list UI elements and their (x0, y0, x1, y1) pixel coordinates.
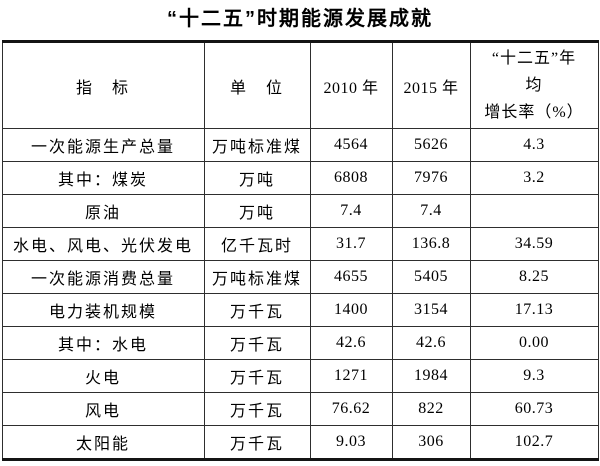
value-2010-cell: 1400 (309, 293, 393, 327)
indicator-cell: 原油 (1, 194, 205, 228)
value-2015-cell: 42.6 (391, 326, 471, 360)
growth-rate-cell: 17.13 (469, 293, 599, 327)
table-row: 其中：水电 万千瓦 42.6 42.6 0.00 (1, 326, 599, 360)
value-2010-cell: 31.7 (309, 227, 393, 261)
unit-cell: 万千瓦 (203, 425, 311, 460)
value-2010-cell: 9.03 (309, 425, 393, 460)
growth-rate-cell: 0.00 (469, 326, 599, 360)
table-row: 原油 万吨 7.4 7.4 (1, 194, 599, 228)
value-2015-cell: 5626 (391, 128, 471, 162)
indicator-cell: 水电、风电、光伏发电 (1, 227, 205, 261)
unit-cell: 万千瓦 (203, 326, 311, 360)
table-row: 一次能源消费总量 万吨标准煤 4655 5405 8.25 (1, 260, 599, 294)
indicator-cell: 其中：水电 (1, 326, 205, 360)
indicator-cell: 一次能源生产总量 (1, 128, 205, 162)
table-header: 指 标 单 位 2010 年 2015 年 “十二五”年 均 增长率（%） (1, 41, 599, 129)
indicator-cell: 火电 (1, 359, 205, 393)
growth-rate-cell: 60.73 (469, 392, 599, 426)
table-row: 水电、风电、光伏发电 亿千瓦时 31.7 136.8 34.59 (1, 227, 599, 261)
value-2010-cell: 42.6 (309, 326, 393, 360)
table-row: 一次能源生产总量 万吨标准煤 4564 5626 4.3 (1, 128, 599, 162)
unit-cell: 万千瓦 (203, 293, 311, 327)
value-2010-cell: 4655 (309, 260, 393, 294)
header-row: 指 标 单 位 2010 年 2015 年 “十二五”年 均 增长率（%） (1, 41, 599, 129)
value-2010-cell: 7.4 (309, 194, 393, 228)
growth-rate-cell: 34.59 (469, 227, 599, 261)
growth-rate-cell: 8.25 (469, 260, 599, 294)
col-header-2015: 2015 年 (391, 41, 471, 129)
unit-cell: 万吨 (203, 194, 311, 228)
growth-rate-cell: 102.7 (469, 425, 599, 460)
value-2015-cell: 5405 (391, 260, 471, 294)
table-row: 太阳能 万千瓦 9.03 306 102.7 (1, 425, 599, 460)
value-2015-cell: 306 (391, 425, 471, 460)
unit-cell: 万吨 (203, 161, 311, 195)
value-2015-cell: 3154 (391, 293, 471, 327)
table-row: 火电 万千瓦 1271 1984 9.3 (1, 359, 599, 393)
indicator-cell: 风电 (1, 392, 205, 426)
value-2015-cell: 136.8 (391, 227, 471, 261)
unit-cell: 万吨标准煤 (203, 128, 311, 162)
value-2010-cell: 76.62 (309, 392, 393, 426)
value-2015-cell: 7.4 (391, 194, 471, 228)
col-header-indicator: 指 标 (1, 41, 205, 129)
table-row: 其中：煤炭 万吨 6808 7976 3.2 (1, 161, 599, 195)
unit-cell: 万千瓦 (203, 392, 311, 426)
growth-rate-cell (469, 194, 599, 228)
value-2010-cell: 4564 (309, 128, 393, 162)
value-2015-cell: 7976 (391, 161, 471, 195)
unit-cell: 万吨标准煤 (203, 260, 311, 294)
col-header-2010: 2010 年 (309, 41, 393, 129)
indicator-cell: 一次能源消费总量 (1, 260, 205, 294)
table-row: 电力装机规模 万千瓦 1400 3154 17.13 (1, 293, 599, 327)
col-header-growth-rate: “十二五”年 均 增长率（%） (469, 41, 599, 129)
energy-table: 指 标 单 位 2010 年 2015 年 “十二五”年 均 增长率（%） 一次… (1, 40, 599, 461)
page-title: “十二五”时期能源发展成就 (167, 8, 433, 30)
indicator-cell: 其中：煤炭 (1, 161, 205, 195)
col-header-unit: 单 位 (203, 41, 311, 129)
growth-rate-cell: 3.2 (469, 161, 599, 195)
value-2010-cell: 6808 (309, 161, 393, 195)
indicator-cell: 太阳能 (1, 425, 205, 460)
unit-cell: 万千瓦 (203, 359, 311, 393)
table-row: 风电 万千瓦 76.62 822 60.73 (1, 392, 599, 426)
indicator-cell: 电力装机规模 (1, 293, 205, 327)
growth-rate-cell: 4.3 (469, 128, 599, 162)
value-2010-cell: 1271 (309, 359, 393, 393)
value-2015-cell: 1984 (391, 359, 471, 393)
table-body: 一次能源生产总量 万吨标准煤 4564 5626 4.3 其中：煤炭 万吨 6808 7976 3… (1, 128, 599, 460)
growth-rate-cell: 9.3 (469, 359, 599, 393)
unit-cell: 亿千瓦时 (203, 227, 311, 261)
value-2015-cell: 822 (391, 392, 471, 426)
